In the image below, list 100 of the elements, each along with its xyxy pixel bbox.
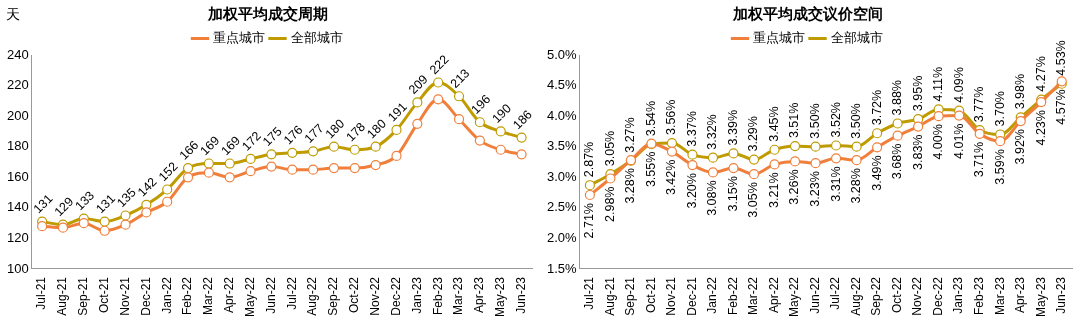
x-tick-label: Sep-21 — [76, 276, 91, 316]
point — [120, 210, 131, 221]
point — [810, 141, 821, 152]
data-label: 3.52% — [828, 102, 843, 138]
x-tick-label: Mar-23 — [451, 276, 466, 315]
x-tick-label: Mar-22 — [746, 276, 761, 315]
x-tick-label: Jul-21 — [582, 276, 597, 310]
point — [99, 225, 110, 236]
point — [789, 141, 801, 152]
point — [141, 207, 152, 218]
y-tick-label: 2.0% — [546, 229, 578, 245]
data-label: 3.88% — [890, 80, 905, 116]
point — [328, 163, 340, 174]
point — [99, 216, 110, 227]
x-tick-label: May-23 — [493, 276, 508, 317]
x-tick-label: Aug-22 — [848, 276, 863, 316]
point — [78, 218, 89, 229]
data-label: 3.56% — [664, 99, 679, 136]
point — [954, 110, 965, 121]
point — [370, 159, 381, 171]
x-tick-label: Jan-22 — [159, 276, 174, 314]
data-label: 3.95% — [910, 75, 925, 112]
point — [245, 153, 256, 165]
data-label: 3.50% — [808, 103, 823, 139]
x-tick-label: Dec-21 — [138, 276, 153, 316]
data-label: 3.50% — [849, 103, 864, 139]
y-tick-label: 140 — [6, 199, 29, 215]
data-label: 3.08% — [705, 180, 720, 216]
data-label: 3.59% — [992, 149, 1007, 185]
y-tick-label: 120 — [6, 229, 29, 245]
point — [830, 153, 842, 164]
x-tick-label: Sep-22 — [326, 276, 341, 316]
data-label: 3.20% — [684, 173, 699, 209]
data-label: 3.71% — [972, 141, 987, 178]
point — [707, 167, 719, 178]
point — [349, 163, 360, 174]
point — [308, 164, 319, 175]
data-label: 3.55% — [643, 151, 658, 188]
x-tick-label: Apr-23 — [472, 276, 487, 314]
data-label: 3.49% — [869, 155, 884, 191]
x-tick-label: Feb-22 — [725, 276, 740, 316]
x-tick-label: Jul-21 — [34, 276, 49, 310]
point — [605, 173, 616, 184]
x-tick-label: Jan-23 — [951, 276, 966, 314]
x-tick-label: Dec-21 — [684, 276, 699, 316]
x-tick-label: Oct-21 — [643, 276, 658, 313]
point — [913, 121, 924, 132]
data-label: 3.92% — [1013, 129, 1028, 165]
chart-title: 加权平均成交议价空间 — [732, 5, 883, 23]
y-tick-label: 4.0% — [546, 107, 578, 123]
y-tick-label: 5.0% — [546, 46, 578, 62]
point — [707, 152, 719, 163]
point — [584, 189, 595, 201]
x-tick-label: Oct-22 — [889, 276, 904, 313]
x-tick-label: Aug-21 — [602, 276, 617, 316]
data-label: 4.23% — [1033, 110, 1048, 146]
x-tick-label: Nov-22 — [910, 276, 925, 316]
y-tick-label: 180 — [6, 138, 29, 154]
x-tick-label: Apr-22 — [222, 276, 237, 314]
point — [584, 180, 595, 191]
point — [666, 146, 678, 157]
point — [162, 184, 173, 195]
data-label: 3.21% — [766, 172, 781, 208]
data-label: 3.23% — [808, 171, 823, 207]
y-tick-label: 3.0% — [546, 168, 578, 184]
x-tick-label: May-22 — [242, 276, 257, 317]
x-tick-label: Aug-21 — [55, 276, 70, 316]
x-tick-label: Dec-22 — [930, 276, 945, 316]
data-label: 4.00% — [931, 124, 946, 160]
data-label: 3.98% — [1013, 73, 1028, 110]
x-tick-label: Nov-21 — [117, 276, 132, 316]
point — [287, 164, 298, 175]
point — [1015, 115, 1026, 127]
point — [995, 136, 1006, 147]
legend-label: 全部城市 — [830, 30, 883, 46]
point — [203, 167, 214, 178]
point — [287, 147, 298, 158]
point — [308, 146, 319, 157]
data-label: 3.28% — [849, 168, 864, 204]
data-label: 3.51% — [787, 102, 802, 139]
point — [182, 163, 194, 174]
data-label: 4.09% — [951, 67, 966, 103]
point — [830, 140, 842, 151]
x-tick-label: Jun-23 — [513, 276, 528, 314]
x-tick-label: May-22 — [787, 276, 802, 317]
data-label: 4.01% — [951, 123, 966, 159]
point — [37, 221, 48, 232]
y-tick-label: 3.5% — [546, 138, 578, 154]
x-tick-label: Feb-23 — [430, 276, 445, 316]
point — [182, 172, 194, 183]
point — [495, 126, 506, 137]
chart-title: 加权平均成交周期 — [207, 5, 328, 23]
point — [495, 144, 506, 155]
point — [769, 159, 780, 170]
data-label: 3.15% — [725, 176, 740, 212]
point — [328, 141, 340, 152]
data-label: 3.39% — [725, 109, 740, 146]
data-label: 3.31% — [828, 166, 843, 202]
x-tick-label: Mar-23 — [992, 276, 1007, 315]
x-tick-label: Dec-22 — [388, 276, 403, 316]
